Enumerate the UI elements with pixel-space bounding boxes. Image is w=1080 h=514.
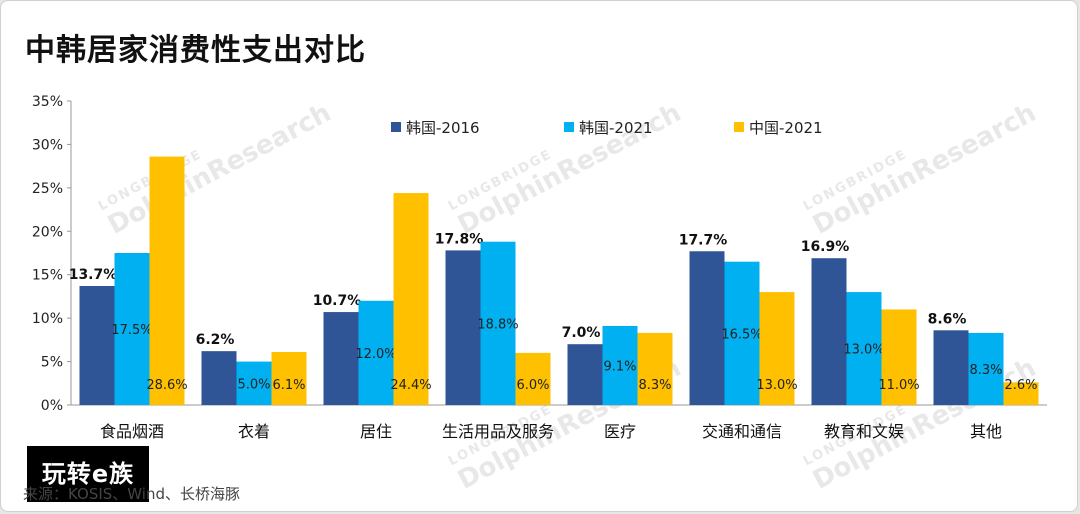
y-tick-label: 15% <box>32 268 63 284</box>
y-tick-label: 5% <box>41 355 63 371</box>
bar <box>201 351 237 405</box>
data-label: 17.8% <box>435 231 484 247</box>
y-tick-label: 25% <box>32 181 63 197</box>
bar <box>811 258 847 405</box>
x-tick-label: 其他 <box>970 422 1002 441</box>
data-label: 8.6% <box>928 311 967 327</box>
y-tick-label: 35% <box>32 94 63 110</box>
x-tick-label: 生活用品及服务 <box>442 422 554 441</box>
bar <box>933 330 969 405</box>
legend-label: 中国-2021 <box>749 119 823 137</box>
data-label: 16.5% <box>721 327 762 342</box>
bar <box>689 251 725 405</box>
bar <box>236 361 272 405</box>
x-tick-label: 教育和文娱 <box>824 422 904 441</box>
y-tick-label: 10% <box>32 311 63 327</box>
bar <box>567 344 603 405</box>
data-label: 11.0% <box>878 378 919 393</box>
x-tick-label: 居住 <box>360 422 392 441</box>
bar <box>114 253 150 405</box>
logo: 玩转e族 <box>27 446 149 502</box>
bar <box>323 312 359 405</box>
bar <box>637 332 673 405</box>
data-label: 6.1% <box>272 378 305 393</box>
y-tick-label: 30% <box>32 137 63 153</box>
y-tick-label: 20% <box>32 224 63 240</box>
data-label: 5.0% <box>237 377 270 392</box>
bar <box>1003 382 1039 405</box>
legend-label: 韩国-2016 <box>406 119 480 137</box>
data-label: 17.5% <box>111 323 152 338</box>
legend-swatch <box>734 122 744 132</box>
x-tick-label: 衣着 <box>238 422 270 441</box>
data-label: 13.7% <box>69 267 118 283</box>
data-label: 10.7% <box>313 293 362 309</box>
data-label: 2.6% <box>1004 378 1037 393</box>
data-label: 18.8% <box>477 317 518 332</box>
x-tick-label: 医疗 <box>604 422 636 441</box>
data-label: 16.9% <box>801 239 850 255</box>
bar <box>149 156 185 405</box>
chart-title: 中韩居家消费性支出对比 <box>25 33 366 68</box>
bar <box>393 193 429 405</box>
x-tick-label: 交通和通信 <box>702 422 782 441</box>
data-label: 13.0% <box>843 343 884 358</box>
data-label: 6.2% <box>196 332 235 348</box>
bar <box>881 309 917 405</box>
bar <box>846 292 882 405</box>
bar <box>445 250 481 405</box>
bar <box>759 292 795 405</box>
bar <box>358 300 394 405</box>
data-label: 17.7% <box>679 232 728 248</box>
bar <box>968 332 1004 405</box>
bar <box>515 352 551 405</box>
data-label: 12.0% <box>355 347 396 362</box>
x-tick-label: 食品烟酒 <box>100 422 164 441</box>
bar <box>480 241 516 405</box>
data-label: 7.0% <box>562 325 601 341</box>
legend-swatch <box>564 122 574 132</box>
y-tick-label: 0% <box>41 398 63 414</box>
data-label: 8.3% <box>969 363 1002 378</box>
bar <box>602 325 638 405</box>
data-label: 9.1% <box>603 359 636 374</box>
source-note: 来源：KOSIS、Wind、长桥海豚 <box>23 485 240 503</box>
data-label: 24.4% <box>390 378 431 393</box>
data-label: 8.3% <box>638 378 671 393</box>
bar <box>271 352 307 405</box>
legend-swatch <box>391 122 401 132</box>
data-label: 28.6% <box>146 378 187 393</box>
legend-label: 韩国-2021 <box>579 119 653 137</box>
bar <box>724 261 760 405</box>
data-label: 13.0% <box>756 378 797 393</box>
data-label: 6.0% <box>516 378 549 393</box>
bar <box>79 286 115 405</box>
